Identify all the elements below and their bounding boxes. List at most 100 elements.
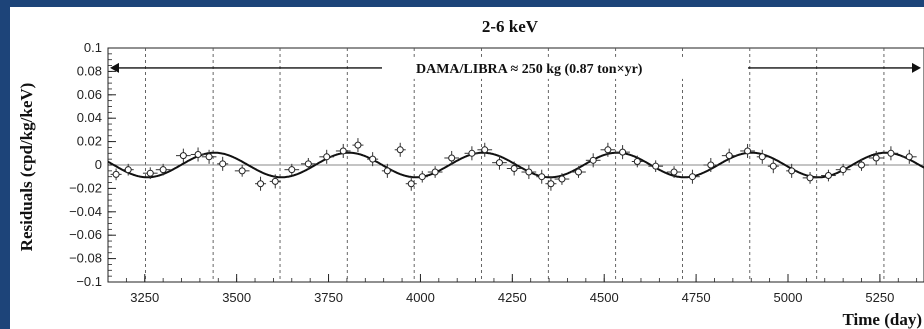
x-tick-label: 4750 — [682, 290, 711, 305]
point-marker — [744, 147, 752, 155]
x-tick-label: 4000 — [406, 290, 435, 305]
data-point — [255, 176, 267, 191]
y-tick-label: −0.02 — [69, 180, 102, 195]
y-tick-label: −0.08 — [69, 251, 102, 266]
data-point — [767, 159, 779, 174]
point-marker — [633, 157, 641, 165]
x-tick-label: 5250 — [865, 290, 894, 305]
point-marker — [257, 180, 265, 188]
data-point — [545, 176, 557, 191]
point-marker — [525, 168, 533, 176]
data-point — [176, 148, 191, 163]
data-point — [284, 163, 300, 176]
data-point — [554, 173, 570, 185]
data-point — [536, 169, 548, 184]
annotation-background — [410, 56, 744, 79]
data-point — [367, 152, 379, 167]
point-marker — [824, 172, 832, 180]
data-point — [901, 149, 917, 164]
point-marker — [146, 169, 154, 177]
point-marker — [271, 177, 279, 185]
residuals-chart: 2-6 keV 0.1 0.08 0.06 0.04 0.02 0 −0.02 −0.04 −0… — [17, 17, 924, 329]
point-marker — [205, 153, 213, 161]
point-marker — [688, 173, 696, 181]
point-marker — [604, 146, 612, 154]
point-marker — [839, 166, 847, 174]
data-point — [416, 170, 428, 183]
data-point — [352, 138, 364, 153]
point-marker — [788, 167, 796, 175]
point-marker — [858, 161, 866, 169]
point-marker — [538, 173, 546, 181]
point-marker — [510, 165, 518, 173]
y-axis: 0.1 0.08 0.06 0.04 0.02 0 −0.02 −0.04 −0.06 −0.08… — [69, 40, 116, 289]
data-point — [319, 149, 335, 164]
data-point — [600, 142, 616, 157]
point-marker — [179, 152, 187, 160]
point-marker — [194, 150, 202, 158]
y-tick-label: 0.02 — [77, 134, 102, 149]
chart-title: 2-6 keV — [482, 17, 539, 36]
data-point — [740, 143, 755, 158]
data-point — [868, 150, 884, 165]
data-point — [786, 163, 798, 178]
point-marker — [872, 154, 880, 162]
point-marker — [418, 173, 426, 181]
data-point — [648, 160, 664, 173]
y-tick-label: 0.08 — [77, 63, 102, 78]
data-point — [703, 157, 719, 173]
point-marker — [905, 153, 913, 161]
point-marker — [725, 152, 733, 160]
fit-curve — [107, 151, 924, 179]
point-marker — [339, 147, 347, 155]
point-marker — [396, 146, 404, 154]
x-tick-label: 3500 — [222, 290, 251, 305]
data-point — [835, 163, 851, 176]
point-marker — [619, 148, 627, 156]
point-marker — [495, 159, 503, 167]
point-marker — [769, 162, 777, 170]
data-point — [571, 166, 586, 178]
y-tick-label: −0.1 — [76, 274, 102, 289]
data-point — [464, 146, 480, 161]
point-marker — [124, 166, 132, 174]
point-marker — [468, 149, 476, 157]
point-marker — [448, 154, 456, 162]
chart-frame: 2-6 keV 0.1 0.08 0.06 0.04 0.02 0 −0.02 −0.04 −0… — [10, 7, 924, 329]
y-tick-label: 0.1 — [84, 40, 102, 55]
data-point — [155, 163, 171, 176]
data-point — [666, 166, 682, 178]
data-point — [300, 157, 316, 170]
x-tick-label: 3750 — [314, 290, 343, 305]
y-tick-label: −0.04 — [69, 204, 102, 219]
x-tick-label: 4250 — [498, 290, 527, 305]
data-point — [802, 172, 818, 184]
point-marker — [159, 166, 167, 174]
point-marker — [806, 174, 814, 182]
point-marker — [323, 153, 331, 161]
point-marker — [758, 153, 766, 161]
x-tick-label: 4500 — [590, 290, 619, 305]
point-marker — [407, 180, 415, 188]
point-marker — [652, 162, 660, 170]
point-marker — [547, 180, 555, 188]
point-marker — [481, 146, 489, 154]
y-tick-label: 0.06 — [77, 87, 102, 102]
point-marker — [887, 149, 895, 157]
x-axis-title: Time (day) — [843, 310, 923, 329]
x-axis: 3250 3500 3750 4000 4250 4500 4750 5000 5250 — [125, 274, 918, 305]
data-point — [521, 165, 537, 180]
x-tick-label: 3250 — [130, 290, 159, 305]
point-marker — [431, 168, 439, 176]
data-point — [335, 143, 351, 158]
y-tick-label: −0.06 — [69, 227, 102, 242]
data-point — [427, 166, 443, 178]
data-point — [721, 148, 737, 163]
point-marker — [238, 167, 246, 175]
right-arrowhead — [912, 62, 921, 73]
data-points — [110, 138, 917, 191]
annotation-arrows — [110, 62, 921, 73]
point-marker — [707, 161, 715, 169]
point-marker — [354, 141, 362, 149]
data-point — [685, 169, 700, 184]
